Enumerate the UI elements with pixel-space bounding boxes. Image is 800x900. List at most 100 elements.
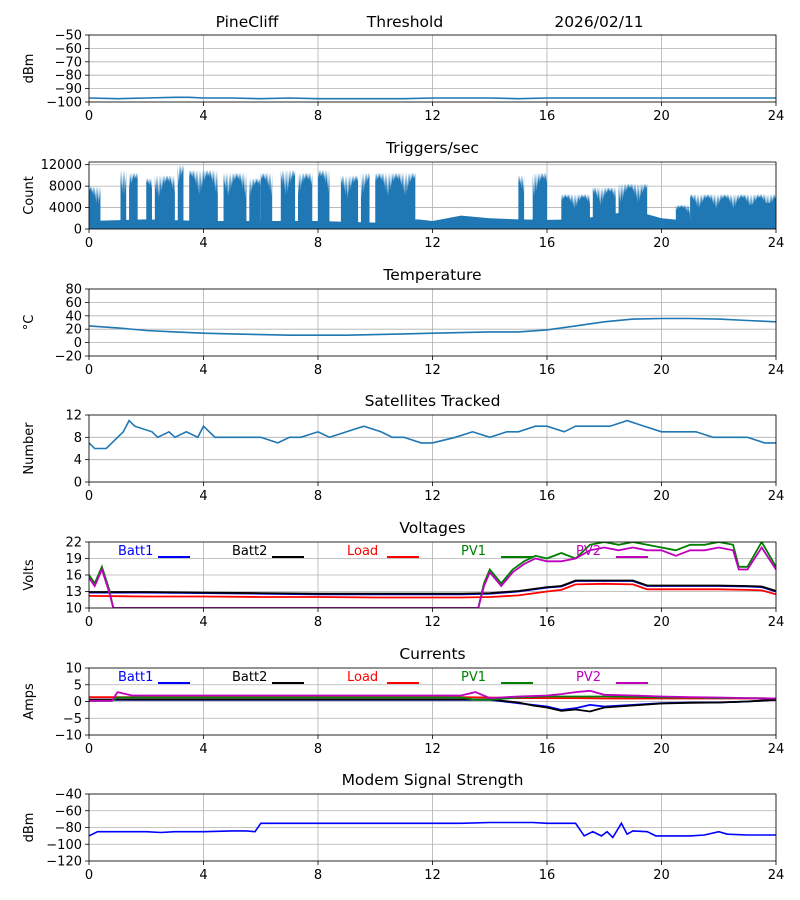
y-tick-label: 0 (74, 223, 82, 238)
x-tick-label: 8 (314, 742, 322, 757)
temperature-series-line (89, 317, 776, 336)
date-label: 2026/02/11 (554, 13, 643, 31)
signal-series-line (89, 96, 776, 100)
modem-panel: 0 4 8 12 16 20 24 −120 −100 −80 −60−40 Modem Signal… (22, 771, 784, 883)
satellites-series-line (89, 419, 776, 450)
y-tick-label: 12000 (41, 158, 82, 173)
signal-panel: 0 4 8 12 16 20 24 −100−90−80−70−60−50 dBm (22, 29, 784, 125)
y-tick-label: 20 (65, 323, 82, 338)
modem-data (89, 821, 776, 839)
y-tick-label: −70 (55, 55, 82, 70)
y-tick-label: 5 (74, 678, 82, 693)
x-tick-label: 12 (424, 489, 441, 504)
y-tick-label: −80 (55, 821, 82, 836)
temperature-title: Temperature (382, 266, 481, 284)
pv1-series-line (89, 542, 776, 608)
x-tick-label: 16 (539, 236, 556, 251)
x-tick-label: 24 (768, 109, 785, 124)
y-tick-label: −80 (55, 69, 82, 84)
y-tick-label: 40 (65, 309, 82, 324)
satellites-panel: 0 4 8 12 16 20 24 0 4 8 12 Satellites Tracked Number (22, 392, 784, 504)
triggers-burst (318, 170, 330, 229)
x-tick-label: 20 (653, 868, 670, 883)
x-tick-label: 20 (653, 489, 670, 504)
x-tick-label: 24 (768, 742, 785, 757)
signal-data (89, 96, 776, 100)
triggers-burst (690, 194, 776, 229)
y-tick-label: −20 (55, 350, 82, 365)
y-tick-label: 8000 (49, 180, 82, 195)
signal-ylabel: dBm (22, 54, 37, 84)
y-tick-label: 10 (65, 602, 82, 617)
triggers-burst (223, 172, 247, 229)
y-tick-label: 10 (65, 662, 82, 677)
x-tick-label: 0 (85, 868, 93, 883)
triggers-burst (280, 170, 296, 229)
x-tick-label: 24 (768, 236, 785, 251)
x-tick-label: 20 (653, 615, 670, 630)
modem-ylabel: dBm (22, 813, 37, 843)
legend-label-batt1: Batt1 (118, 544, 153, 559)
triggers-burst (375, 172, 416, 229)
legend-label-pv2: PV2 (576, 670, 601, 685)
y-tick-label: 12 (65, 409, 82, 424)
x-tick-label: 20 (653, 109, 670, 124)
y-tick-label: 60 (65, 296, 82, 311)
satellites-data (89, 419, 776, 450)
x-tick-label: 16 (539, 363, 556, 378)
y-tick-label: −60 (55, 804, 82, 819)
pv2-series-line (89, 545, 776, 608)
triggers-burst (561, 194, 590, 229)
triggers-title: Triggers/sec (385, 139, 479, 157)
x-tick-label: 8 (314, 236, 322, 251)
mode-label: Threshold (366, 13, 443, 31)
x-tick-label: 4 (199, 363, 207, 378)
x-tick-label: 16 (539, 109, 556, 124)
legend-label-load: Load (347, 670, 378, 685)
y-tick-label: 0 (74, 336, 82, 351)
y-tick-label: 22 (65, 536, 82, 551)
station-name: PineCliff (216, 13, 279, 31)
load-series-line (89, 582, 776, 599)
triggers-burst (249, 178, 261, 229)
x-tick-label: 12 (424, 109, 441, 124)
x-tick-label: 4 (199, 615, 207, 630)
x-tick-label: 4 (199, 236, 207, 251)
modem-title: Modem Signal Strength (342, 771, 524, 789)
triggers-burst (675, 204, 691, 229)
x-tick-label: 24 (768, 363, 785, 378)
legend-label-pv2: PV2 (576, 544, 601, 559)
x-tick-label: 24 (768, 489, 785, 504)
triggers-burst (260, 172, 273, 229)
x-tick-label: 12 (424, 236, 441, 251)
x-tick-label: 4 (199, 742, 207, 757)
legend-label-batt2: Batt2 (232, 544, 267, 559)
satellites-title: Satellites Tracked (365, 392, 501, 410)
x-tick-label: 20 (653, 236, 670, 251)
x-tick-label: 0 (85, 489, 93, 504)
y-tick-label: 8 (74, 431, 82, 446)
currents-ylabel: Amps (22, 683, 37, 720)
x-tick-label: 8 (314, 868, 322, 883)
x-tick-label: 8 (314, 363, 322, 378)
y-tick-label: −100 (46, 96, 82, 111)
x-tick-label: 0 (85, 363, 93, 378)
satellites-ylabel: Number (22, 422, 37, 475)
y-tick-label: 80 (65, 283, 82, 298)
triggers-panel: 0 4 8 12 16 20 24 0 4000 8000 12000 Triggers/sec Cou… (22, 139, 784, 251)
triggers-burst (532, 172, 547, 229)
triggers-data (89, 164, 776, 229)
voltages-ylabel: Volts (22, 559, 37, 591)
y-tick-label: −10 (55, 729, 82, 744)
triggers-burst (189, 170, 218, 229)
triggers-burst (120, 170, 127, 229)
legend-label-pv1: PV1 (461, 670, 486, 685)
triggers-ylabel: Count (22, 176, 37, 215)
x-tick-label: 4 (199, 868, 207, 883)
x-tick-label: 24 (768, 868, 785, 883)
x-tick-label: 4 (199, 109, 207, 124)
y-tick-label: 4000 (49, 201, 82, 216)
